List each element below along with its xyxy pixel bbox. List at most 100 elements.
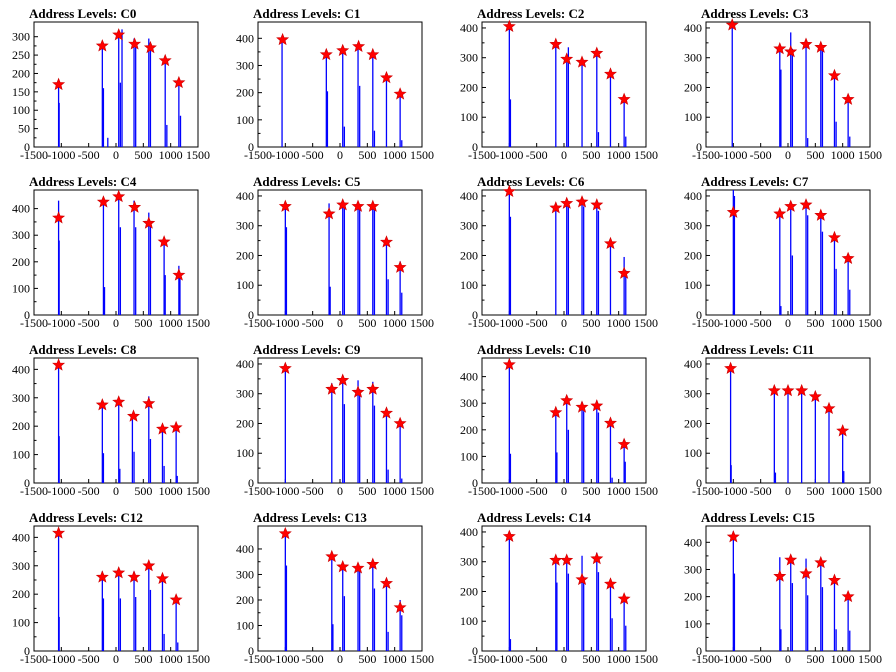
x-tick-label: -1000 <box>47 316 75 330</box>
peak-marker <box>142 216 156 229</box>
peak-marker <box>319 47 333 61</box>
y-tick-label: 100 <box>460 278 478 292</box>
peak-marker <box>814 555 828 569</box>
peak-marker <box>836 424 850 437</box>
x-tick-label: 1000 <box>383 148 407 162</box>
peak-marker <box>156 422 169 435</box>
x-tick-label: 1500 <box>410 316 434 330</box>
peak-marker <box>380 406 393 419</box>
peak-marker <box>336 198 350 211</box>
x-tick-label: -1000 <box>495 148 523 162</box>
x-tick-label: 1500 <box>186 148 210 162</box>
peak-marker <box>560 52 574 65</box>
peak-marker <box>112 566 126 579</box>
x-tick-label: 0 <box>785 148 791 162</box>
y-tick-label: 400 <box>12 362 30 376</box>
peak-marker <box>828 68 841 82</box>
peak-marker <box>366 557 380 570</box>
x-tick-label: -1000 <box>47 484 75 498</box>
x-tick-label: 1000 <box>383 316 407 330</box>
peak-marker <box>549 201 563 214</box>
peak-marker <box>604 577 617 590</box>
x-tick-label: -500 <box>78 484 100 498</box>
x-tick-label: -1500 <box>468 652 496 666</box>
x-tick-label: 1500 <box>858 484 882 498</box>
peak-marker <box>169 593 183 606</box>
y-tick-label: 0 <box>696 476 702 490</box>
y-tick-label: 400 <box>236 542 254 556</box>
panel-c0: Address Levels: C0 0 50 100 150 200 250 300 -150… <box>12 6 210 162</box>
x-tick-label: -1500 <box>692 316 720 330</box>
y-tick-label: 100 <box>12 281 30 295</box>
x-tick-label: -1000 <box>271 148 299 162</box>
x-tick-label: -1500 <box>692 652 720 666</box>
panel-title: Address Levels: C0 <box>29 6 136 21</box>
panel-c8: Address Levels: C8 0 100 200 300 400 -1500 -100… <box>12 342 210 498</box>
y-tick-label: 400 <box>460 525 478 539</box>
x-tick-label: -500 <box>750 316 772 330</box>
x-tick-label: -1000 <box>719 652 747 666</box>
x-tick-label: -500 <box>78 652 100 666</box>
peak-marker <box>617 437 631 450</box>
y-tick-label: 100 <box>460 110 478 124</box>
peak-marker <box>380 576 393 589</box>
panel-c9: Address Levels: C9 0 100 200 300 400 -1500 -100… <box>236 342 434 498</box>
peak-marker <box>828 573 841 586</box>
x-tick-label: 500 <box>358 652 376 666</box>
peak-marker <box>158 53 172 67</box>
peak-marker <box>725 18 739 31</box>
x-tick-label: 500 <box>806 484 824 498</box>
x-tick-label: 1000 <box>607 148 631 162</box>
y-tick-label: 200 <box>236 593 254 607</box>
y-tick-label: 0 <box>248 476 254 490</box>
peak-marker <box>808 389 822 403</box>
x-tick-label: -1500 <box>20 148 48 162</box>
y-tick-label: 200 <box>684 416 702 430</box>
peak-marker <box>278 361 292 374</box>
peak-marker <box>95 39 109 52</box>
peak-marker <box>336 43 350 57</box>
y-tick-label: 250 <box>12 48 30 62</box>
x-tick-label: -1000 <box>719 316 747 330</box>
x-tick-label: 500 <box>134 316 152 330</box>
peak-marker <box>781 383 795 397</box>
x-tick-label: 1500 <box>634 316 658 330</box>
peak-marker <box>549 37 563 50</box>
x-tick-label: 1000 <box>607 652 631 666</box>
x-tick-label: -500 <box>302 652 324 666</box>
panel-c6: Address Levels: C6 0 100 200 300 400 -1500 -100… <box>460 174 658 330</box>
y-tick-label: 300 <box>12 391 30 405</box>
x-tick-label: -1500 <box>468 148 496 162</box>
x-tick-label: -500 <box>78 316 100 330</box>
x-tick-label: 0 <box>561 652 567 666</box>
peak-marker <box>128 200 142 213</box>
y-tick-label: 0 <box>696 308 702 322</box>
plot-frame <box>257 525 423 652</box>
y-tick-label: 200 <box>460 423 478 437</box>
x-tick-label: 0 <box>113 148 119 162</box>
x-tick-label: 0 <box>337 148 343 162</box>
y-tick-label: 400 <box>460 21 478 35</box>
peak-marker <box>351 199 365 212</box>
y-tick-label: 100 <box>12 448 30 462</box>
x-tick-label: -1000 <box>719 148 747 162</box>
y-tick-label: 200 <box>684 248 702 262</box>
peak-marker <box>549 405 563 419</box>
peak-marker <box>393 416 407 429</box>
x-tick-label: -1500 <box>468 484 496 498</box>
peak-marker <box>799 37 813 50</box>
panel-title: Address Levels: C4 <box>29 174 137 189</box>
x-tick-label: -500 <box>302 316 324 330</box>
y-tick-label: 100 <box>684 278 702 292</box>
x-tick-label: 1000 <box>383 484 407 498</box>
peak-marker <box>393 87 407 100</box>
plot-frame <box>705 525 871 652</box>
x-tick-label: 1000 <box>831 148 855 162</box>
panel-title: Address Levels: C5 <box>253 174 361 189</box>
peak-marker <box>128 37 142 50</box>
peak-marker <box>560 196 574 209</box>
plot-frame <box>481 189 647 316</box>
peak-marker <box>773 41 787 55</box>
x-tick-label: 1500 <box>858 148 882 162</box>
